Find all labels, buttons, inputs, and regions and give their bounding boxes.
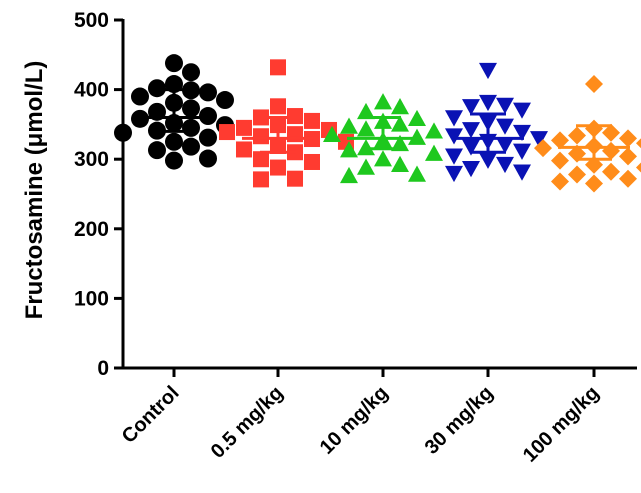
data-point-square (270, 98, 286, 115)
y-tick-label: 200 (74, 218, 109, 241)
data-point-triangle-up (408, 128, 426, 145)
x-category-label: 10 mg/kg (316, 382, 393, 459)
data-point-diamond (619, 169, 637, 188)
data-point-triangle-up (357, 120, 375, 137)
mean-and-error-bars (138, 88, 630, 161)
data-point-triangle-down (479, 94, 497, 112)
data-point-triangle-down (513, 143, 531, 160)
data-point-circle (131, 87, 149, 106)
data-point-circle (148, 141, 166, 160)
data-point-circle (182, 63, 200, 82)
x-category-label: 100 mg/kg (519, 382, 604, 467)
data-point-triangle-down (445, 165, 463, 183)
data-point-triangle-up (391, 155, 409, 172)
data-point-triangle-down (530, 131, 548, 148)
data-point-diamond (602, 162, 620, 181)
data-point-triangle-up (391, 98, 409, 115)
data-point-circle (165, 54, 183, 73)
data-point-circle (182, 99, 200, 118)
data-point-triangle-down (445, 128, 463, 145)
data-point-circle (114, 123, 132, 142)
data-point-triangle-down (513, 164, 531, 181)
data-point-square (219, 124, 235, 141)
data-point-diamond (602, 123, 620, 142)
y-tick-label: 0 (97, 357, 109, 380)
y-tick-label: 400 (74, 79, 109, 102)
data-point-circle (165, 151, 183, 170)
data-point-diamond (602, 141, 620, 160)
data-point-triangle-up (340, 166, 358, 184)
data-point-diamond (585, 174, 603, 193)
data-point-triangle-up (357, 139, 375, 156)
y-tick-label: 300 (74, 148, 109, 171)
data-point-triangle-down (479, 62, 497, 80)
data-point-diamond (568, 165, 586, 184)
data-point-diamond (551, 151, 569, 170)
x-category-labels: Control 0.5 mg/kg 10 mg/kg 30 mg/kg 100 mg/k… (118, 368, 604, 467)
data-point-square (253, 128, 269, 145)
data-point-diamond (636, 138, 641, 149)
data-point-diamond (619, 129, 637, 148)
data-point-diamond (585, 75, 603, 94)
data-point-square (287, 170, 303, 187)
data-point-triangle-down (496, 137, 514, 154)
data-point-triangle-up (374, 93, 392, 110)
data-point-triangle-up (357, 102, 375, 120)
axes (121, 19, 637, 370)
data-point-triangle-up (323, 125, 341, 143)
data-point-triangle-up (425, 144, 443, 161)
data-point-triangle-up (408, 109, 426, 127)
data-point-triangle-down (496, 118, 514, 135)
data-point-triangle-up (391, 115, 409, 132)
data-point-triangle-down (513, 124, 531, 142)
data-point-square (270, 59, 286, 76)
data-point-square (253, 171, 269, 188)
data-point-triangle-down (462, 122, 480, 139)
data-point-triangle-up (357, 158, 375, 175)
data-point-triangle-up (340, 117, 358, 134)
data-point-square (236, 119, 252, 136)
data-point-circle (182, 137, 200, 156)
data-point-circle (182, 118, 200, 137)
data-point-triangle-up (391, 134, 409, 152)
y-axis-label: Fructosamine (μmol/L) (21, 61, 48, 320)
data-point-triangle-up (374, 150, 392, 167)
x-category-label: 30 mg/kg (421, 382, 498, 459)
data-point-circle (165, 132, 183, 151)
data-point-triangle-down (462, 99, 480, 116)
data-point-triangle-up (425, 122, 443, 139)
y-tick-label: 500 (74, 9, 109, 32)
data-point-square (236, 141, 252, 158)
y-tick-label: 100 (74, 287, 109, 310)
y-ticks: 0 100 200 300 400 500 (74, 9, 123, 380)
data-point-circle (216, 91, 234, 110)
data-point-triangle-down (445, 148, 463, 165)
data-point-diamond (551, 131, 569, 150)
x-category-label: 0.5 mg/kg (207, 382, 288, 463)
data-point-circle (199, 83, 217, 102)
data-point-triangle-down (445, 110, 463, 127)
data-point-triangle-down (496, 156, 514, 174)
data-point-triangle-down (462, 161, 480, 178)
data-point-triangle-down (496, 97, 514, 114)
data-point-square (270, 159, 286, 176)
x-category-label: Control (118, 382, 184, 448)
data-point-circle (199, 128, 217, 147)
data-point-diamond (534, 139, 552, 158)
data-point-triangle-up (408, 165, 426, 182)
data-point-square (304, 112, 320, 129)
data-point-square (253, 151, 269, 168)
data-point-diamond (551, 172, 569, 191)
data-point-diamond (619, 147, 637, 166)
data-point-triangle-down (462, 139, 480, 156)
data-point-diamond (636, 162, 641, 173)
data-point-triangle-down (513, 102, 531, 119)
data-point-square (304, 153, 320, 170)
data-point-diamond (568, 126, 586, 145)
data-point-triangle-up (340, 141, 358, 158)
data-point-triangle-down (479, 152, 497, 169)
data-point-circle (199, 149, 217, 168)
data-points (114, 54, 641, 193)
